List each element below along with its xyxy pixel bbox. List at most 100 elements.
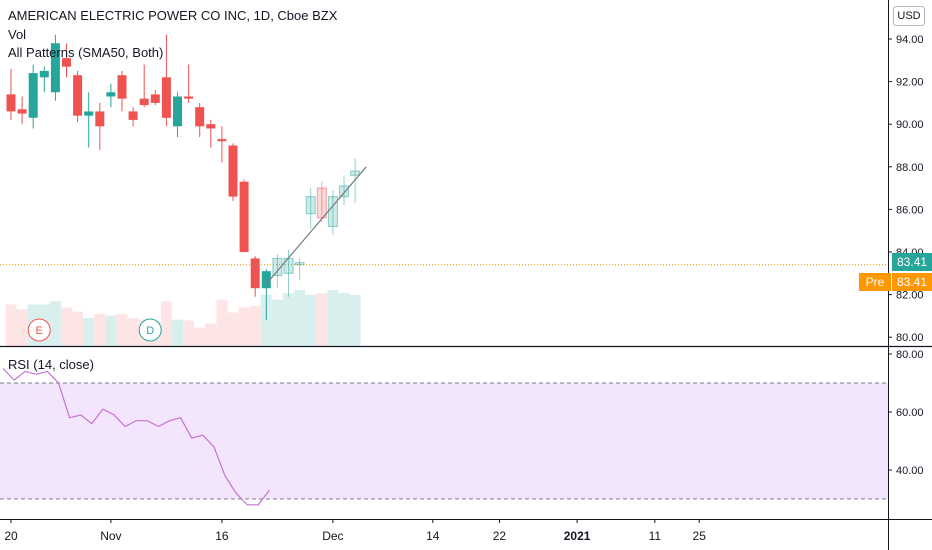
- event-letter: D: [146, 325, 154, 337]
- candle: [206, 119, 216, 148]
- volume-bar: [305, 294, 317, 346]
- candle: [106, 83, 116, 108]
- event-letter: E: [36, 325, 43, 337]
- volume-bar: [94, 314, 106, 346]
- price-tick-label: 88.00: [896, 162, 924, 174]
- candle-body: [17, 109, 27, 114]
- pattern-trendline: [265, 166, 367, 285]
- candle: [39, 66, 49, 93]
- pre-market-price-tag: 83.41: [892, 273, 932, 291]
- candle: [294, 258, 305, 280]
- candle: [217, 126, 227, 163]
- time-tick-label: 11: [649, 529, 662, 543]
- volume-bar: [16, 309, 28, 346]
- candle-body: [283, 257, 294, 274]
- volume-bar: [49, 301, 61, 346]
- price-tick-label: 94.00: [896, 34, 924, 46]
- volume-bar: [327, 290, 339, 346]
- candle-body: [62, 58, 71, 67]
- time-tick-label: Dec: [322, 529, 343, 543]
- candle-body: [84, 111, 94, 116]
- candlesticks: [6, 34, 361, 321]
- volume-legend[interactable]: Vol: [8, 27, 27, 42]
- time-tick-label: 14: [426, 529, 440, 543]
- candle-body: [161, 77, 171, 118]
- candle-body: [73, 75, 83, 116]
- candle-body: [327, 196, 338, 227]
- price-tick-label: 80.00: [896, 332, 924, 344]
- volume-bar: [160, 301, 172, 346]
- candle: [150, 90, 160, 106]
- candle: [28, 64, 38, 129]
- volume-bar: [116, 314, 128, 346]
- volume-bar: [83, 318, 95, 346]
- candle-body: [316, 187, 327, 219]
- candle-body: [6, 94, 16, 112]
- candle: [84, 92, 94, 148]
- candle-body: [228, 145, 238, 197]
- candle-body: [28, 73, 38, 118]
- candle: [117, 70, 127, 112]
- candle-body: [184, 96, 194, 99]
- rsi-tick-label: 40.00: [896, 465, 924, 477]
- candle-body: [106, 92, 116, 97]
- candle: [316, 181, 327, 223]
- candle: [17, 96, 27, 125]
- last-price-tag: 83.41: [892, 253, 932, 271]
- rsi-legend[interactable]: RSI (14, close): [8, 357, 94, 372]
- candle-body: [294, 262, 305, 266]
- volume-bar: [205, 323, 217, 346]
- candle-body: [217, 139, 227, 142]
- rsi-line: [2, 368, 270, 506]
- time-tick-label: 22: [493, 529, 507, 543]
- candle-body: [206, 124, 216, 129]
- patterns-legend[interactable]: All Patterns (SMA50, Both): [8, 45, 164, 60]
- pattern-line: [265, 166, 367, 285]
- candle-body: [195, 107, 205, 127]
- candle: [250, 256, 260, 297]
- pre-market-label: Pre: [859, 273, 891, 291]
- volume-bar: [172, 319, 183, 346]
- candle-body: [150, 94, 160, 103]
- candle: [184, 64, 194, 103]
- candle-body: [261, 271, 271, 289]
- currency-button[interactable]: USD: [893, 6, 925, 26]
- time-tick-label: 16: [215, 529, 229, 543]
- price-tick-label: 82.00: [896, 290, 924, 302]
- rsi-tick-label: 60.00: [896, 407, 924, 419]
- candle-body: [305, 196, 316, 215]
- candle-body: [39, 70, 49, 78]
- volume-bar: [249, 306, 261, 346]
- volume-bar: [238, 307, 250, 346]
- volume-bars: [5, 290, 361, 346]
- candle-body: [239, 181, 249, 252]
- earnings-marker[interactable]: E: [27, 318, 51, 342]
- candle: [139, 64, 149, 108]
- volume-bar: [72, 311, 84, 346]
- volume-bar: [216, 299, 228, 346]
- price-tick-label: 92.00: [896, 77, 924, 89]
- candle-body: [128, 111, 138, 120]
- chart-title[interactable]: AMERICAN ELECTRIC POWER CO INC, 1D, Cboe…: [8, 8, 338, 23]
- candle-body: [95, 111, 105, 127]
- volume-bar: [283, 293, 294, 346]
- candle: [339, 175, 349, 206]
- candle-body: [139, 98, 149, 106]
- time-tick-label: Nov: [100, 529, 121, 543]
- volume-bar: [338, 293, 350, 346]
- event-circle: [27, 318, 51, 342]
- candle: [50, 34, 60, 101]
- volume-bar: [260, 294, 272, 346]
- rsi-band: [0, 383, 888, 499]
- time-tick-label: 20: [4, 529, 18, 543]
- rsi-tick-label: 80.00: [896, 349, 924, 361]
- candle: [283, 249, 294, 297]
- candle: [173, 92, 182, 137]
- candle: [327, 190, 338, 235]
- dividend-marker[interactable]: D: [138, 318, 162, 342]
- rsi-panel: [0, 368, 888, 506]
- volume-bar: [105, 315, 117, 346]
